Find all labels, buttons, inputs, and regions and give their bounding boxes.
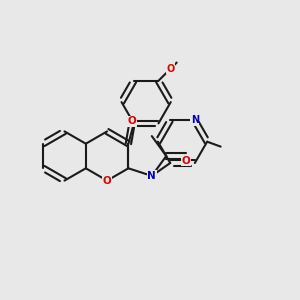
Text: O: O [103, 176, 112, 186]
Text: N: N [147, 171, 156, 181]
Text: O: O [182, 155, 190, 166]
Text: N: N [191, 116, 199, 125]
Text: O: O [127, 116, 136, 126]
Text: O: O [166, 64, 175, 74]
